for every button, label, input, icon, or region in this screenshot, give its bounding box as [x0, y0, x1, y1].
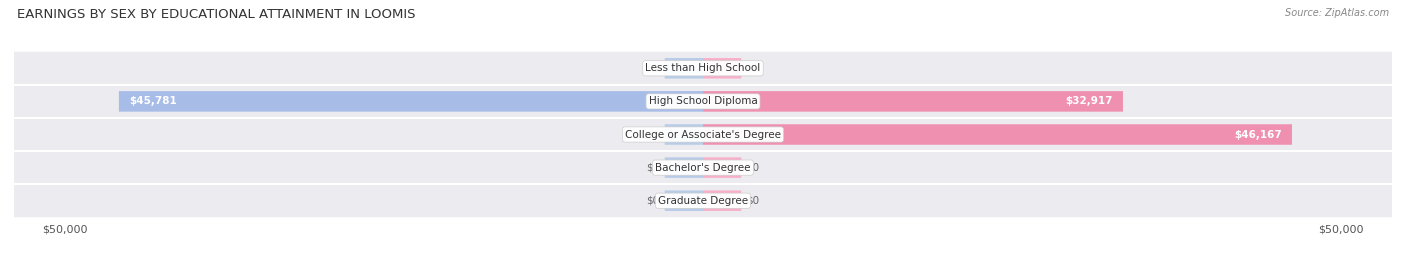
FancyBboxPatch shape	[665, 58, 703, 79]
FancyBboxPatch shape	[120, 91, 703, 112]
FancyBboxPatch shape	[14, 184, 1392, 217]
FancyBboxPatch shape	[703, 124, 1292, 145]
Text: High School Diploma: High School Diploma	[648, 96, 758, 107]
FancyBboxPatch shape	[703, 58, 741, 79]
Text: $0: $0	[747, 162, 759, 173]
Text: $0: $0	[747, 63, 759, 73]
FancyBboxPatch shape	[14, 151, 1392, 184]
Text: Less than High School: Less than High School	[645, 63, 761, 73]
FancyBboxPatch shape	[14, 85, 1392, 118]
FancyBboxPatch shape	[703, 91, 1123, 112]
Text: $46,167: $46,167	[1234, 129, 1282, 140]
FancyBboxPatch shape	[703, 190, 741, 211]
FancyBboxPatch shape	[14, 52, 1392, 85]
Text: $45,781: $45,781	[129, 96, 177, 107]
Text: $0: $0	[647, 196, 659, 206]
FancyBboxPatch shape	[14, 118, 1392, 151]
Text: Graduate Degree: Graduate Degree	[658, 196, 748, 206]
FancyBboxPatch shape	[703, 157, 741, 178]
Text: $0: $0	[647, 129, 659, 140]
Text: $0: $0	[747, 196, 759, 206]
FancyBboxPatch shape	[665, 124, 703, 145]
FancyBboxPatch shape	[665, 157, 703, 178]
Text: Source: ZipAtlas.com: Source: ZipAtlas.com	[1285, 8, 1389, 18]
Text: College or Associate's Degree: College or Associate's Degree	[626, 129, 780, 140]
FancyBboxPatch shape	[665, 190, 703, 211]
Text: EARNINGS BY SEX BY EDUCATIONAL ATTAINMENT IN LOOMIS: EARNINGS BY SEX BY EDUCATIONAL ATTAINMEN…	[17, 8, 415, 21]
Text: $0: $0	[647, 162, 659, 173]
Text: $32,917: $32,917	[1066, 96, 1112, 107]
Text: Bachelor's Degree: Bachelor's Degree	[655, 162, 751, 173]
Text: $0: $0	[647, 63, 659, 73]
